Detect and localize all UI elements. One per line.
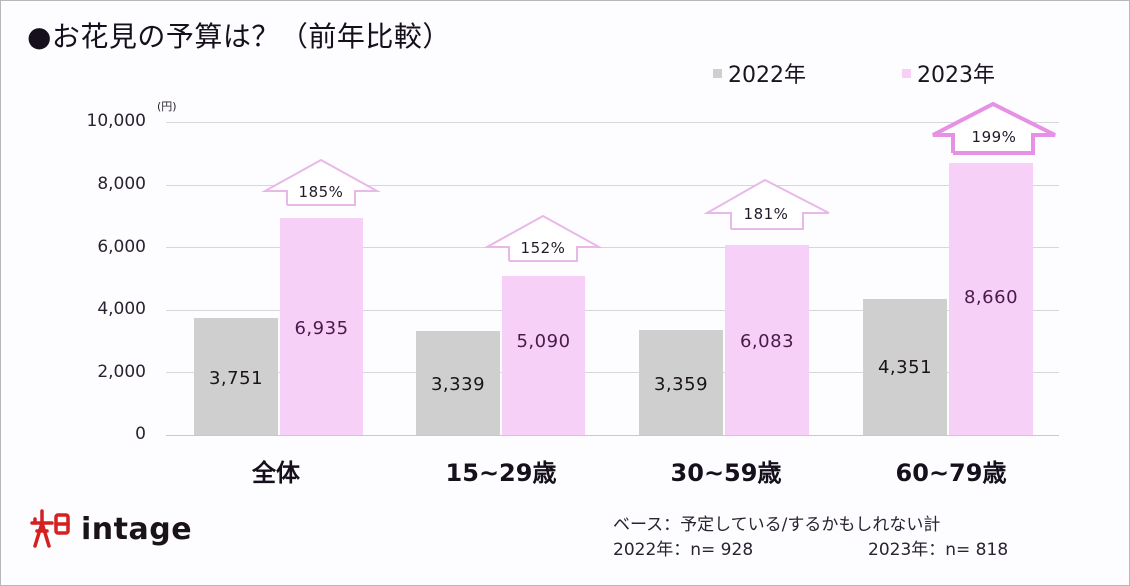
increase-ratio: 181%	[743, 205, 789, 223]
bar-2023-30-59: 6,083	[725, 245, 809, 435]
bar-value: 4,351	[877, 357, 933, 378]
increase-ratio: 199%	[971, 128, 1017, 146]
bar-value: 6,935	[294, 318, 349, 339]
legend-label-2023: 2023年	[917, 63, 995, 88]
bar-2022-30-59: 3,359	[639, 330, 723, 435]
footnote-n-2023: 2023年：n= 818	[868, 540, 1009, 560]
category-label: 15~29歳	[445, 459, 557, 487]
gridline	[166, 310, 1059, 311]
bar-2023-60-79: 8,660	[949, 163, 1033, 435]
increase-ratio: 185%	[298, 183, 344, 201]
footnote-base: ベース：予定している/するかもしれない計	[613, 515, 941, 535]
footnote: ベース：予定している/するかもしれない計 2022年：n= 928 2023年：n…	[613, 513, 1008, 563]
legend-item-2022: 2022年	[713, 57, 806, 89]
intage-mark-icon	[30, 509, 70, 548]
y-tick: 0	[135, 424, 146, 444]
bar-value: 6,083	[739, 331, 795, 352]
bar-value: 3,359	[653, 374, 709, 395]
increase-arrow-icon: 185%	[261, 157, 381, 209]
bar-value: 8,660	[963, 287, 1019, 308]
increase-arrow-icon: 181%	[703, 177, 833, 233]
footnote-n-2022: 2022年：n= 928	[613, 540, 754, 560]
chart-title: ●お花見の予算は？（前年比較）	[27, 20, 451, 53]
gridline	[166, 372, 1059, 373]
y-tick: 2,000	[97, 362, 146, 382]
category-label: 全体	[252, 459, 300, 487]
bar-value: 5,090	[516, 331, 571, 352]
bar-2023-all: 6,935	[280, 218, 363, 435]
y-tick: 8,000	[97, 174, 146, 194]
bar-value: 3,339	[430, 374, 486, 395]
bar-value: 3,751	[208, 368, 264, 389]
y-axis-unit: (円)	[157, 100, 177, 113]
legend-item-2023: 2023年	[902, 57, 995, 89]
category-label: 60~79歳	[895, 459, 1007, 487]
legend-swatch-icon-2023	[902, 68, 911, 78]
increase-arrow-icon: 152%	[483, 213, 603, 265]
brand-name: intage	[81, 511, 193, 547]
bar-2023-15-29: 5,090	[502, 276, 585, 435]
bar-2022-15-29: 3,339	[416, 331, 500, 435]
increase-ratio: 152%	[520, 239, 566, 257]
category-label: 30~59歳	[670, 459, 782, 487]
bar-2022-60-79: 4,351	[863, 299, 947, 435]
y-tick: 4,000	[97, 299, 146, 319]
gridline	[166, 247, 1059, 248]
y-tick: 6,000	[97, 237, 146, 257]
bar-2022-all: 3,751	[194, 318, 278, 435]
increase-arrow-icon-highlight: 199%	[929, 101, 1059, 157]
intage-logo: intage	[29, 509, 192, 549]
legend-swatch-icon-2022	[713, 68, 722, 78]
y-tick: 10,000	[86, 111, 146, 131]
legend-label-2022: 2022年	[728, 63, 806, 88]
gridline	[166, 122, 1059, 123]
x-axis-baseline	[166, 435, 1059, 436]
gridline	[166, 185, 1059, 186]
